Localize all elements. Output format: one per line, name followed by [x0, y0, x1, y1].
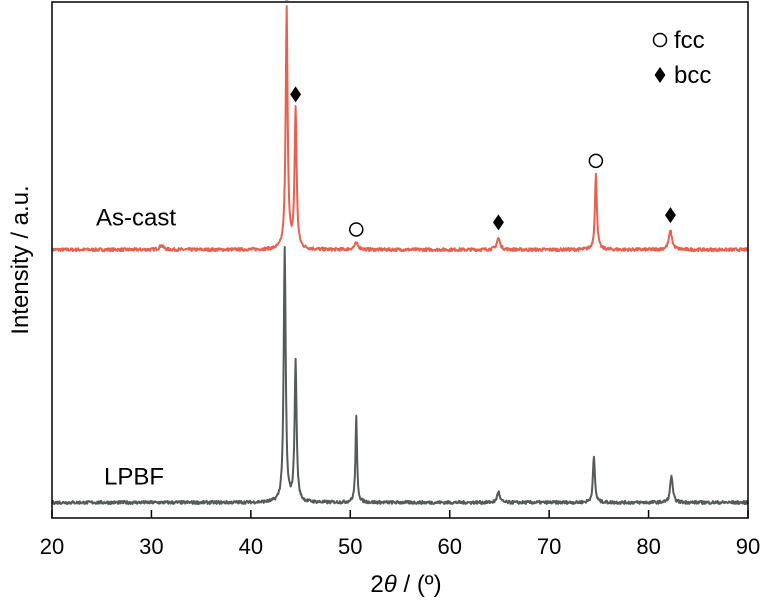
x-tick-label: 40	[239, 534, 263, 559]
fcc-peak-marker-icon	[588, 153, 604, 169]
plot-frame	[51, 1, 749, 519]
x-tick-label: 20	[40, 534, 64, 559]
x-axis-label-theta: θ	[384, 571, 397, 598]
bcc-peak-marker-icon	[290, 86, 302, 103]
x-tick-label: 80	[636, 534, 660, 559]
y-axis-label: Intensity / a.u.	[7, 185, 34, 334]
legend: fcc bcc	[652, 27, 711, 89]
x-tick-label: 50	[338, 534, 362, 559]
series-label-lpbf: LPBF	[104, 464, 164, 491]
plot-area: As-cast LPBF	[51, 0, 749, 505]
legend-bcc-marker-icon	[654, 67, 666, 83]
x-axis-label-prefix: 2	[370, 571, 383, 598]
x-tick-label: 30	[139, 534, 163, 559]
series-line-as-cast	[51, 5, 749, 253]
legend-bcc-label: bcc	[674, 62, 711, 89]
fcc-peak-marker-icon	[349, 222, 364, 237]
series-label-as-cast: As-cast	[96, 205, 176, 232]
x-axis-label-suffix: / (º)	[397, 571, 442, 598]
x-tick-label: 90	[736, 534, 760, 559]
series-line-lpbf	[51, 246, 749, 505]
bcc-peak-marker-icon	[665, 207, 676, 224]
x-tick-label: 60	[437, 534, 461, 559]
legend-fcc-label: fcc	[674, 27, 705, 54]
x-axis: 20 30 40 50 60 70 80 90	[40, 510, 760, 559]
x-axis-label: 2θ / (º)	[370, 571, 441, 598]
bcc-peak-marker-icon	[492, 214, 504, 231]
x-tick-label: 70	[537, 534, 561, 559]
legend-fcc-marker-icon	[652, 32, 668, 48]
